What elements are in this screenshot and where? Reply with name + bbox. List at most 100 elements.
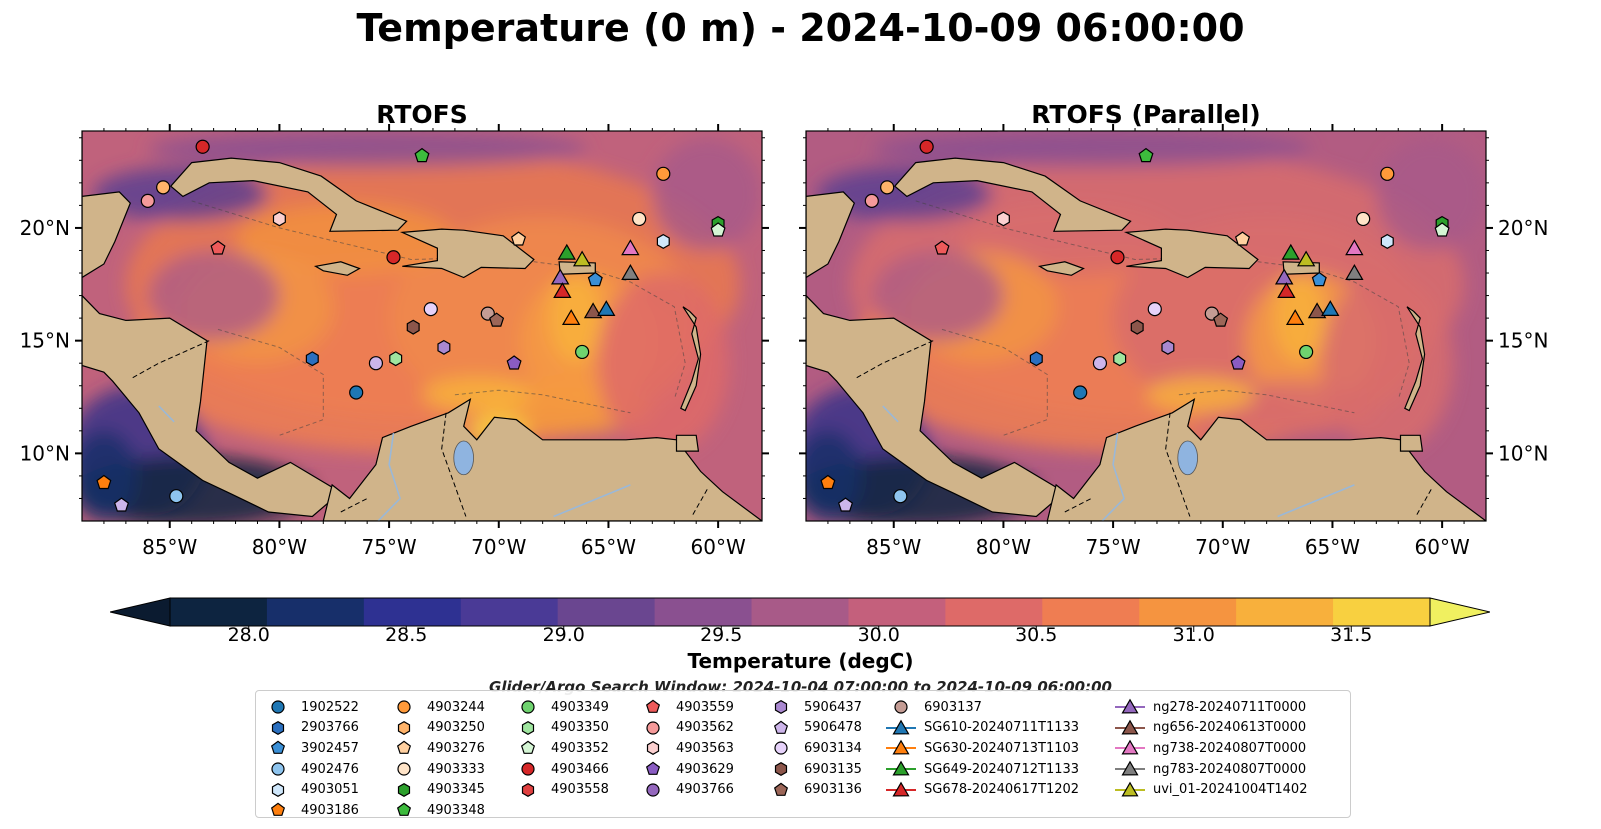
country-border [691,489,708,517]
colorbar-bin [557,598,656,626]
marker-pentagon [710,222,726,237]
colorbar-tick-label: 31.0 [1172,624,1215,646]
legend-item: 5906478 [764,718,862,739]
legend-item: 1902522 [261,697,359,718]
marker-pentagon [1434,222,1450,237]
legend-column: ng278-20240711T0000 ng656-20240613T0000 ng… [1113,697,1307,800]
marker-pentagon [1213,312,1229,327]
legend-item: 6903134 [764,738,862,759]
legend-item: 4903333 [387,759,485,780]
land-south-america [322,398,762,521]
legend-marker [271,762,285,776]
legend-label: 6903135 [804,761,862,777]
legend-item: 4903466 [511,759,609,780]
legend-marker [521,782,535,797]
legend-triangle-icon [1115,781,1145,797]
marker-circle [195,139,210,154]
legend-item: 4903350 [511,718,609,739]
marker-pentagon [489,312,505,327]
legend-label: 4903352 [551,740,609,756]
marker-pentagon [414,147,430,163]
marker-triangle [1285,309,1305,325]
legend-marker [1121,740,1139,755]
colorbar-tick-label: 29.0 [542,624,585,646]
marker-triangle [597,300,616,316]
lon-tick-label: 85°W [866,535,921,559]
marker-pentagon [820,474,836,490]
legend-circle-icon [521,700,535,714]
colorbar-bin [751,598,849,626]
marker-pentagon [510,231,527,246]
marker-triangle [1345,263,1364,280]
legend-item: SG678-20240617T1202 [884,779,1079,800]
legend-circle-icon [894,700,908,714]
marker-circle [632,211,647,227]
legend-hexagon-icon [397,720,411,735]
legend-marker [1121,760,1139,776]
legend-hexagon-icon [774,700,788,715]
marker-circle [575,344,590,360]
marker-pentagon [587,271,603,287]
legend-label: uvi_01-20241004T1402 [1153,782,1308,798]
map-frame [81,130,763,522]
legend-item: 4903352 [511,738,609,759]
legend-marker [520,741,536,755]
legend-marker [270,741,286,755]
legend-marker [271,700,285,714]
legend-circle-icon [646,783,660,797]
legend-marker [894,700,908,714]
legend-marker [270,802,286,817]
colorbar-bin [460,598,559,626]
legend-pentagon-icon [645,761,661,775]
legend-item: 4903276 [387,738,485,759]
land-yucatan [82,191,132,279]
marker-circle [169,489,184,504]
marker-circle [1356,211,1371,227]
marker-circle [140,193,155,208]
land-cuba [893,157,1132,232]
legend-marker [892,760,910,776]
legend-pentagon-icon [645,699,661,714]
lon-tick-label: 75°W [361,535,416,559]
land-south-america [1046,398,1486,521]
country-border [1064,498,1092,513]
legend-label: 4903563 [676,740,734,756]
legend-circle-icon [397,700,411,714]
marker-circle [1110,250,1125,265]
legend-triangle-icon [1115,760,1145,776]
land-florida-keys [958,131,998,132]
legend-marker [892,719,910,735]
legend-marker [773,782,789,796]
colorbar-bin [266,598,365,626]
marker-hexagon [406,319,420,335]
country-border [130,340,210,380]
marker-hexagon [996,211,1010,227]
legend-item: 4903250 [387,718,485,739]
legend-marker [1121,698,1139,714]
river [1101,432,1126,521]
colorbar-bin [1042,598,1140,626]
marker-circle [919,139,934,154]
temperature-colorbar [110,597,1490,632]
marker-hexagon [437,339,451,355]
marker-triangle [1274,268,1294,285]
lon-tick-label: 80°W [252,535,307,559]
legend-item: 4903244 [387,697,485,718]
legend-column: 5906437 5906478 6903134 6903135 6903136 [764,697,862,800]
legend-triangle-icon [886,740,916,755]
legend-label: SG610-20240711T1133 [924,720,1080,736]
legend-label: 4903244 [427,699,485,715]
lon-tick-label: 60°W [691,535,746,559]
legend-label: 4903466 [551,761,609,777]
legend-label: 4903276 [427,740,485,756]
legend-circle-icon [646,721,660,735]
colorbar-label: Temperature (degC) [687,649,914,673]
legend-item: 2903766 [261,718,359,739]
legend-circle-icon [521,762,535,776]
legend-label: 5906437 [804,699,862,715]
legend-triangle-icon [886,760,916,776]
marker-pentagon [1234,231,1251,246]
colorbar-tick-label: 28.5 [385,624,428,646]
colorbar-ticks: 28.0 28.5 29.0 29.5 30.0 30.5 31.0 31.5 [0,624,1601,648]
